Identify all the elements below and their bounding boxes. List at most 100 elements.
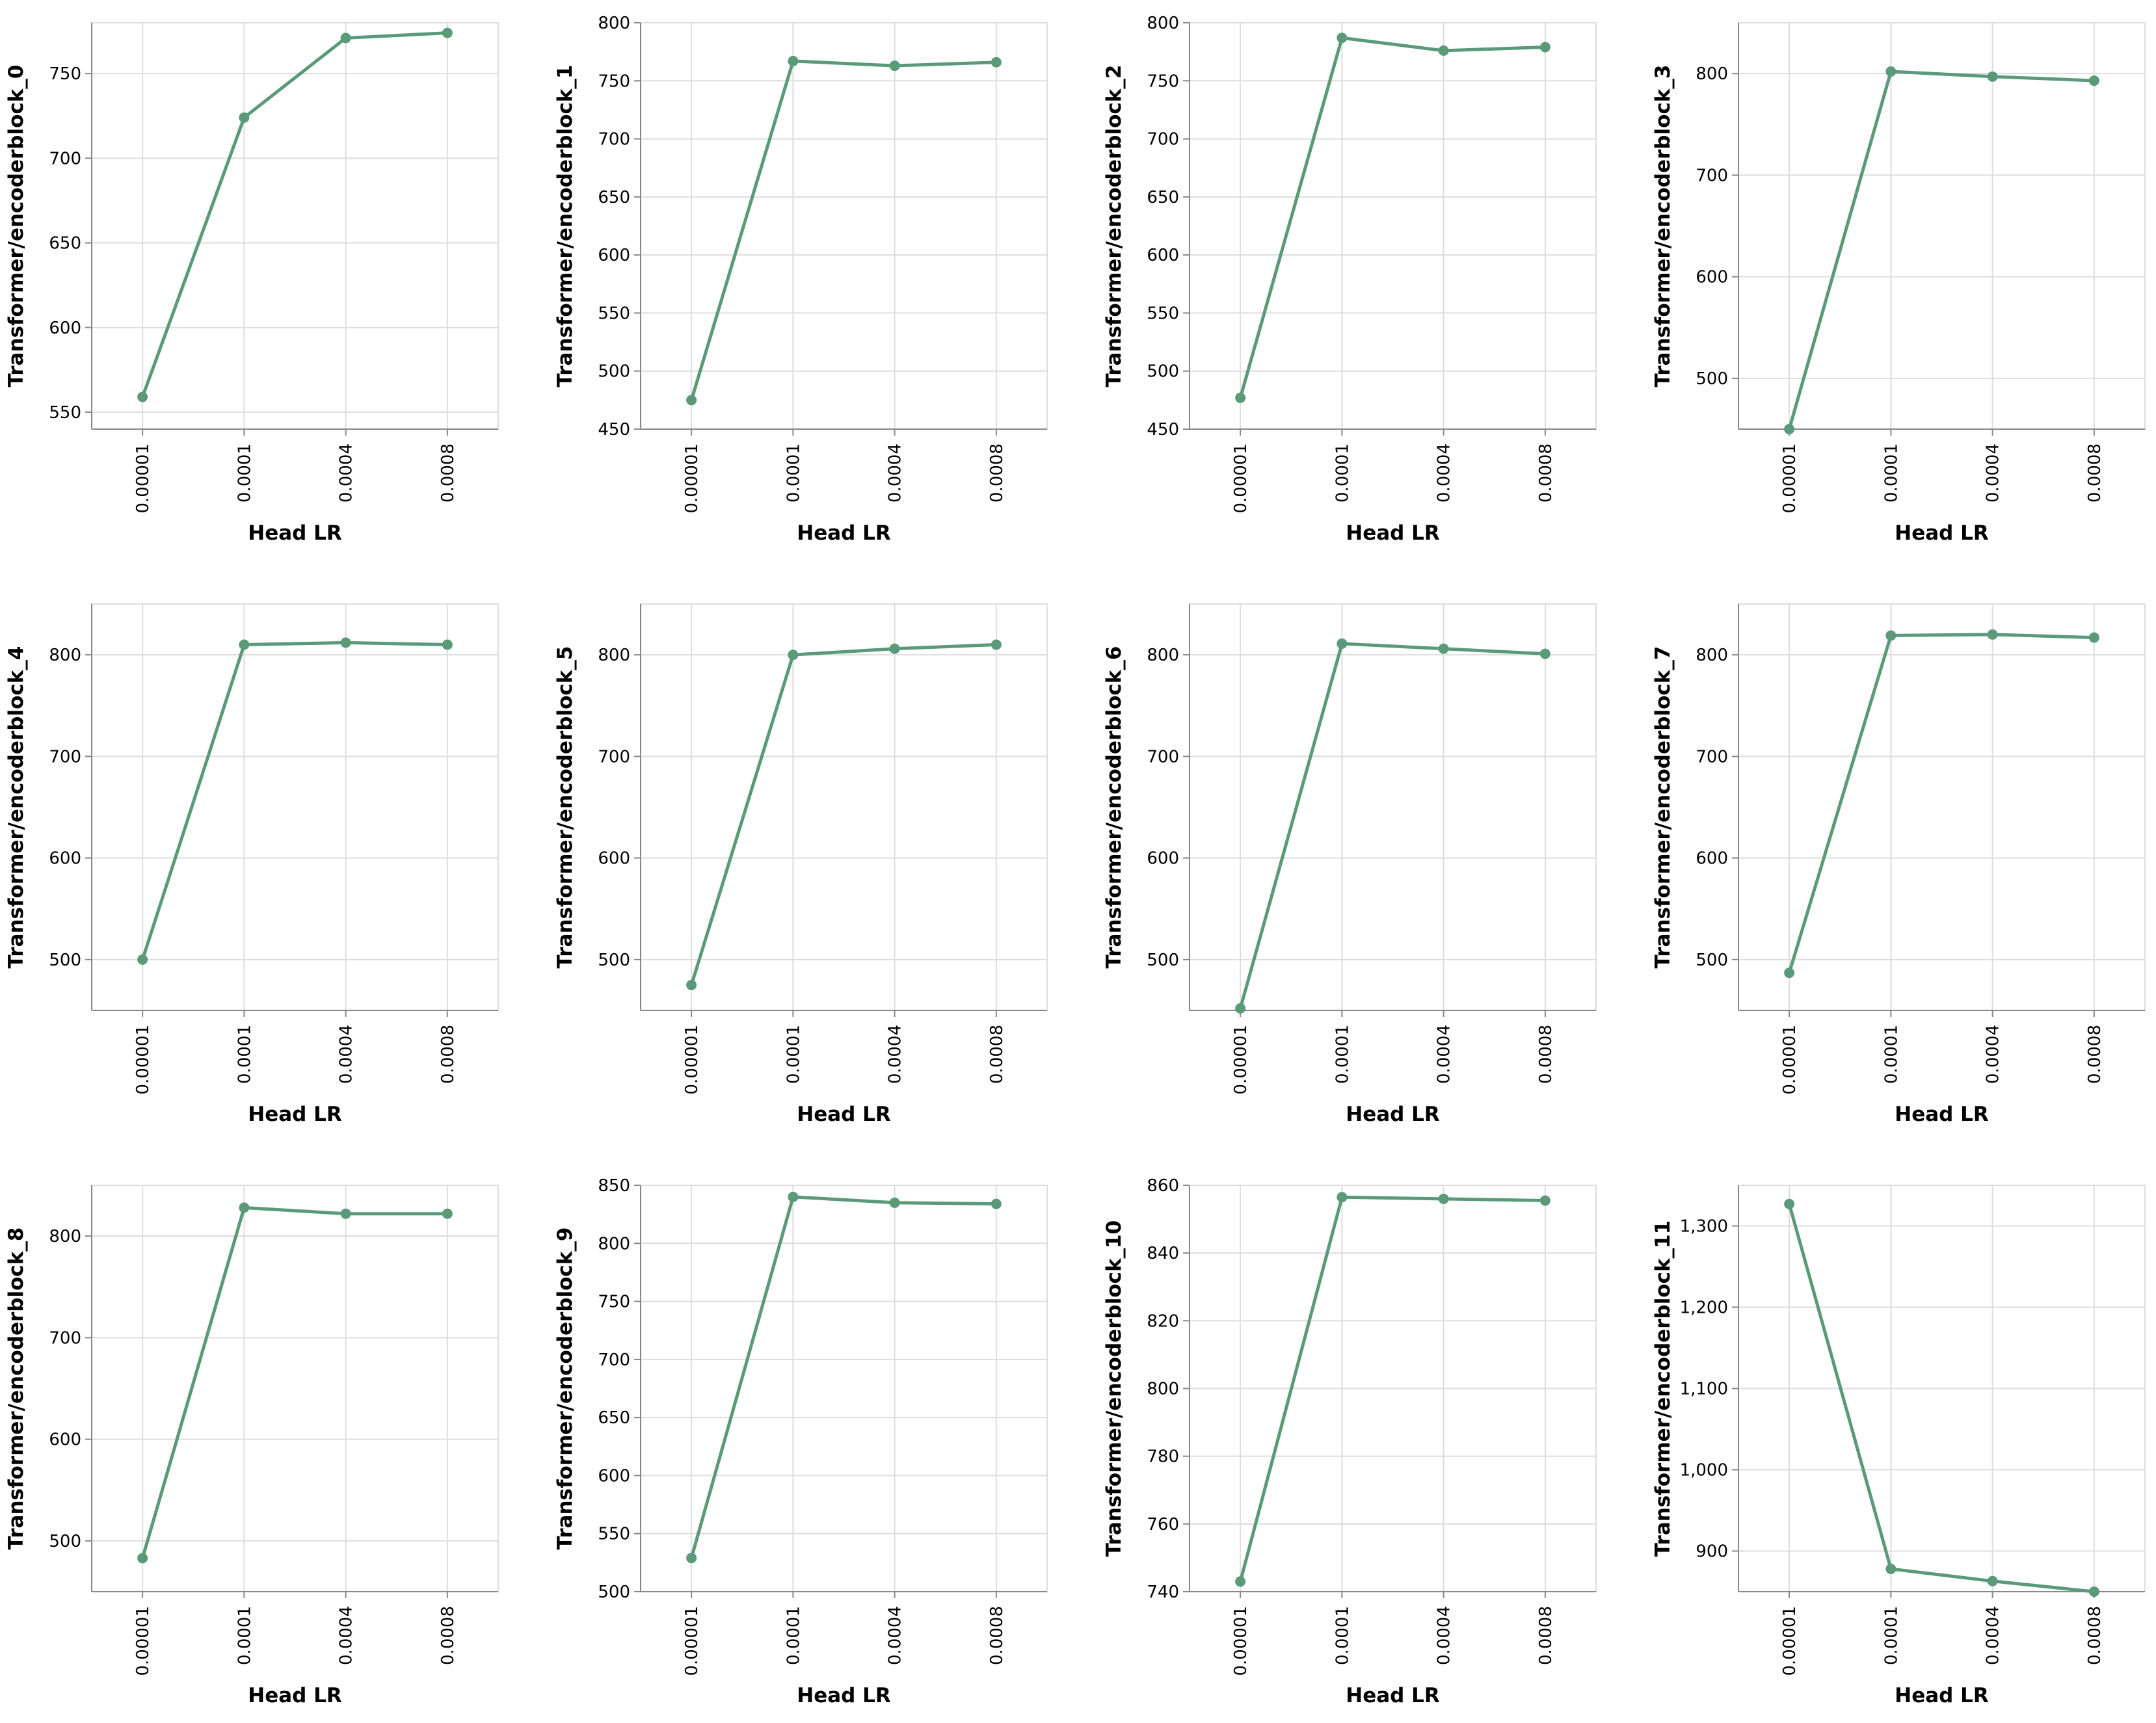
data-point [2088,632,2099,643]
series-line [689,59,998,402]
x-tick-label: 0.0004 [1435,1025,1454,1084]
y-axis-title: Transformer/encoderblock_9 [553,1228,577,1550]
y-tick-label: 550 [1147,304,1179,323]
x-tick-label: 0.0004 [337,1025,356,1084]
data-point [2088,75,2099,86]
x-tick-label: 0.00001 [682,1606,702,1676]
data-point [686,395,697,406]
data-point [137,391,148,402]
x-tick-label: 0.0001 [784,1025,803,1084]
x-tick-label: 0.0001 [235,443,254,503]
y-tick-label: 650 [1147,188,1179,207]
x-tick-label: 0.0001 [1333,443,1352,503]
x-tick-label: 0.0004 [1435,1606,1454,1665]
x-tick-label: 0.0001 [1882,443,1901,503]
x-tick-label: 0.0004 [886,443,905,503]
data-point [1539,1195,1550,1206]
data-point [1885,1564,1896,1574]
x-axis-title: Head LR [797,1684,891,1707]
y-tick-label: 500 [49,1532,81,1551]
y-tick-label: 500 [1696,951,1728,970]
x-axis-title: Head LR [1346,521,1440,545]
chart-panel-2: 450 500 550 600 650 700 750 800 0.00001 0.0001 0.0… [1102,14,1597,545]
chart-panel-4: 500 600 700 800 0.00001 0.0001 0.0004 0.0008 Hea… [5,603,499,1126]
y-tick-label: 860 [1147,1176,1179,1196]
x-axis-title: Head LR [1895,1684,1989,1707]
x-tick-label: 0.00001 [133,443,153,514]
y-axis-title: Transformer/encoderblock_7 [1651,646,1675,969]
data-point [991,57,1002,68]
x-tick-label: 0.0008 [2085,1606,2105,1665]
y-tick-label: 750 [49,64,81,84]
data-point [442,27,453,38]
data-point [889,1197,900,1208]
y-tick-label: 600 [598,246,630,265]
x-tick-label: 0.0004 [337,443,356,503]
x-tick-label: 0.0008 [987,1606,1007,1665]
chart-panel-8: 500 600 700 800 0.00001 0.0001 0.0004 0.0008 Hea… [5,1185,499,1707]
y-axis-title: Transformer/encoderblock_11 [1651,1220,1675,1557]
x-axis-title: Head LR [1895,1103,1989,1126]
y-tick-label: 600 [598,849,630,869]
y-tick-label: 700 [49,149,81,168]
y-tick-label: 750 [1147,72,1179,91]
x-tick-label: 0.0004 [337,1606,356,1665]
x-tick-label: 0.0004 [1435,443,1454,503]
data-point [340,33,351,44]
x-tick-label: 0.00001 [1231,1025,1251,1095]
y-tick-label: 600 [598,1466,630,1486]
data-point [788,55,799,66]
data-point [1987,71,1998,82]
data-point [340,1208,351,1219]
y-tick-label: 550 [598,304,630,323]
data-point [1337,33,1348,44]
data-point [889,60,900,72]
y-tick-label: 750 [598,1293,630,1312]
y-tick-label: 650 [49,234,81,254]
y-tick-label: 700 [1696,166,1728,185]
data-point [1784,1198,1795,1209]
y-tick-label: 800 [1147,1380,1179,1399]
data-point [788,1191,799,1202]
y-axis-title: Transformer/encoderblock_3 [1651,65,1675,388]
data-point [991,1198,1002,1209]
data-point [1438,1193,1449,1204]
series-line [689,643,998,987]
data-point [991,639,1002,650]
x-tick-label: 0.00001 [1231,443,1251,514]
series-line [140,640,449,962]
data-point [239,1202,250,1213]
x-tick-label: 0.0001 [1333,1025,1352,1084]
x-axis-title: Head LR [1895,521,1989,545]
y-tick-label: 700 [49,1328,81,1348]
y-tick-label: 500 [598,951,630,970]
chart-panel-7: 500 600 700 800 0.00001 0.0001 0.0004 0.0008 Hea… [1651,603,2146,1126]
data-point [1337,1192,1348,1203]
data-point [1885,630,1896,641]
y-tick-label: 800 [1147,646,1179,665]
y-tick-label: 700 [49,747,81,767]
plot-frame [1738,22,2146,430]
data-point [1438,45,1449,56]
y-tick-label: 800 [1696,646,1728,665]
y-tick-label: 500 [598,362,630,382]
y-tick-label: 500 [1696,369,1728,389]
chart-panel-11: 900 1,000 1,100 1,200 1,300 0.00001 0.0001 0.00… [1651,1185,2146,1707]
series-line [1238,1195,1547,1583]
y-tick-label: 500 [49,951,81,970]
data-point [340,637,351,648]
data-point [239,639,250,650]
series-line [1787,633,2096,975]
x-tick-label: 0.0004 [886,1606,905,1665]
y-tick-label: 500 [1147,951,1179,970]
y-tick-label: 550 [49,403,81,423]
series-line [1238,36,1547,400]
x-tick-label: 0.0001 [784,443,803,503]
data-point [686,1553,697,1564]
plot-frame [91,603,499,1011]
y-axis-title: Transformer/encoderblock_4 [5,646,28,969]
x-tick-label: 0.0001 [1882,1025,1901,1084]
data-point [1784,967,1795,979]
x-tick-label: 0.00001 [1780,1025,1800,1095]
